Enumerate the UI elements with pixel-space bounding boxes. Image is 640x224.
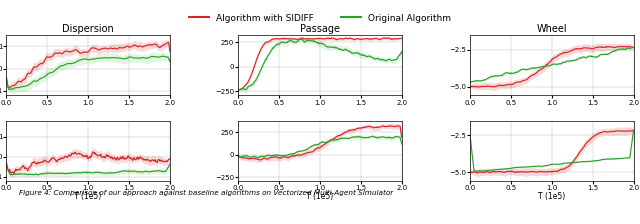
Legend: Algorithm with SIDIFF, Original Algorithm: Algorithm with SIDIFF, Original Algorith… [186,10,454,26]
Title: Dispersion: Dispersion [62,24,114,34]
Text: Figure 4: Comparison of our approach against baseline algorithms on Vectorized M: Figure 4: Comparison of our approach aga… [19,190,393,196]
X-axis label: T (1e5): T (1e5) [538,192,566,201]
X-axis label: T (1e5): T (1e5) [307,192,333,201]
Title: Passage: Passage [300,24,340,34]
Title: Wheel: Wheel [536,24,567,34]
X-axis label: T (1e5): T (1e5) [74,192,102,201]
